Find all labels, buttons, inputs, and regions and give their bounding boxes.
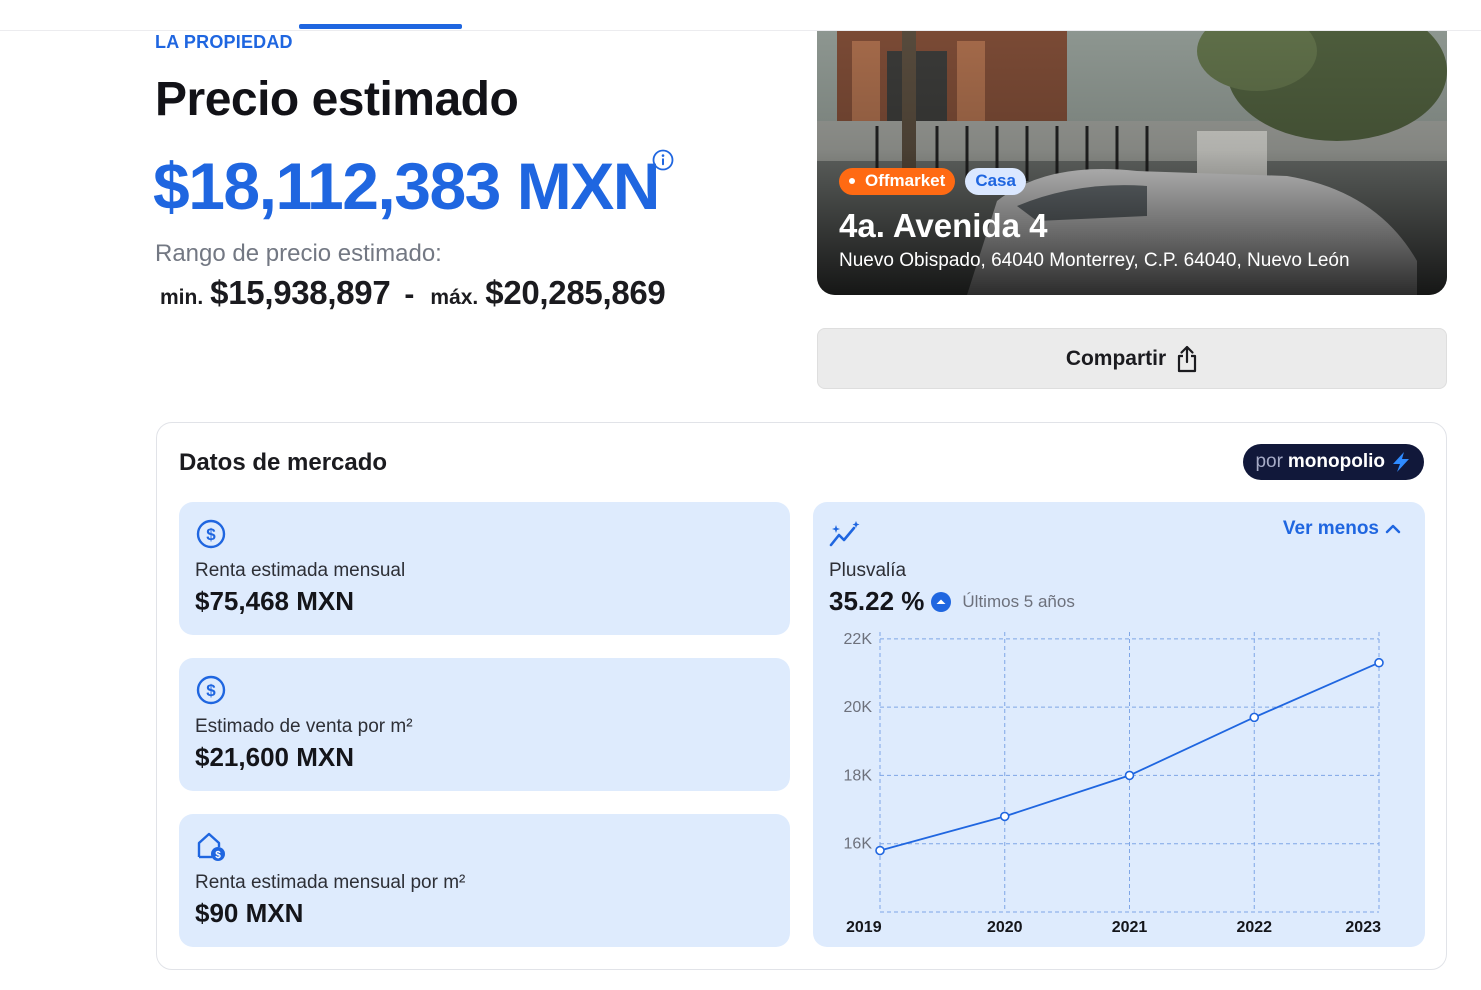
property-type-badge: Casa bbox=[965, 168, 1026, 195]
top-tab-bar bbox=[0, 0, 1481, 31]
x-tick-label: 2019 bbox=[846, 919, 882, 936]
data-point bbox=[875, 845, 885, 856]
plusvalia-card: Ver menos Plusvalía 35.22 % Últimos 5 añ… bbox=[813, 502, 1425, 947]
stat-card-monthly-rent: $ Renta estimada mensual $75,468 MXN bbox=[179, 502, 790, 635]
share-icon bbox=[1178, 345, 1197, 372]
info-icon[interactable] bbox=[652, 149, 674, 171]
street-view-image bbox=[817, 31, 1447, 295]
property-address: Nuevo Obispado, 64040 Monterrey, C.P. 64… bbox=[839, 250, 1350, 271]
offmarket-badge: Offmarket bbox=[839, 168, 956, 195]
svg-text:$: $ bbox=[206, 525, 216, 544]
trend-sparkle-icon bbox=[829, 521, 860, 547]
stat-label: Renta estimada mensual por m² bbox=[195, 872, 466, 893]
price-range-label: Rango de precio estimado: bbox=[155, 240, 442, 267]
stat-card-rent-per-m2: $ Renta estimada mensual por m² $90 MXN bbox=[179, 814, 790, 947]
dollar-circle-icon: $ bbox=[196, 675, 226, 705]
stat-value: $75,468 MXN bbox=[195, 586, 354, 616]
data-point bbox=[999, 811, 1010, 822]
stat-label: Estimado de venta por m² bbox=[195, 716, 413, 737]
plusvalia-label: Plusvalía bbox=[829, 560, 907, 581]
max-value: $20,285,869 bbox=[485, 274, 666, 311]
min-label: min. bbox=[160, 286, 204, 309]
arrow-up-circle-icon bbox=[931, 591, 952, 612]
y-tick-label: 18K bbox=[844, 767, 873, 784]
powered-por: por bbox=[1255, 451, 1283, 472]
powered-by-badge[interactable]: por monopolio bbox=[1243, 444, 1424, 480]
price-range: min. $15,938,897 - máx. $20,285,869 bbox=[160, 274, 666, 312]
plusvalia-period: Últimos 5 años bbox=[962, 591, 1075, 611]
active-tab-indicator bbox=[299, 24, 462, 29]
section-eyebrow: LA PROPIEDAD bbox=[155, 32, 293, 52]
property-photo[interactable]: Offmarket Casa 4a. Avenida 4 Nuevo Obisp… bbox=[817, 31, 1447, 295]
y-tick-label: 20K bbox=[844, 699, 873, 716]
svg-text:$: $ bbox=[215, 850, 221, 861]
y-tick-label: 16K bbox=[844, 836, 873, 853]
svg-text:$: $ bbox=[206, 681, 216, 700]
x-tick-label: 2023 bbox=[1345, 919, 1381, 936]
lightning-icon bbox=[1393, 452, 1409, 472]
share-label: Compartir bbox=[1065, 346, 1167, 370]
dollar-circle-icon: $ bbox=[196, 519, 226, 549]
plusvalia-line-chart: 22K 20K 18K 16K 2019 2020 2021 2022 2023 bbox=[844, 631, 1384, 936]
range-dash: - bbox=[404, 278, 415, 311]
house-dollar-icon: $ bbox=[197, 832, 225, 861]
market-data-card: Datos de mercado por monopolio $ Renta e… bbox=[156, 422, 1447, 970]
ver-menos-label: Ver menos bbox=[1282, 518, 1379, 539]
x-tick-label: 2022 bbox=[1236, 919, 1272, 936]
property-badges: Offmarket Casa bbox=[839, 168, 1026, 195]
ver-menos-toggle[interactable]: Ver menos bbox=[1283, 518, 1401, 540]
page-title: Precio estimado bbox=[155, 73, 519, 126]
y-tick-label: 22K bbox=[844, 631, 873, 648]
property-title: 4a. Avenida 4 bbox=[839, 207, 1048, 244]
stat-value: $21,600 MXN bbox=[195, 742, 354, 772]
stat-value: $90 MXN bbox=[195, 898, 304, 928]
plusvalia-value: 35.22 % bbox=[829, 586, 925, 616]
data-point bbox=[1124, 770, 1135, 781]
plusvalia-row: 35.22 % Últimos 5 años bbox=[829, 586, 1075, 617]
x-tick-label: 2020 bbox=[987, 919, 1023, 936]
offmarket-label: Offmarket bbox=[865, 171, 946, 190]
data-point bbox=[1249, 712, 1260, 723]
market-title: Datos de mercado bbox=[179, 449, 388, 476]
badge-dot-icon bbox=[849, 178, 855, 184]
x-tick-label: 2021 bbox=[1112, 919, 1148, 936]
stat-label: Renta estimada mensual bbox=[195, 560, 406, 581]
min-value: $15,938,897 bbox=[210, 274, 391, 311]
share-button[interactable]: Compartir bbox=[817, 328, 1447, 389]
chevron-up-icon bbox=[1385, 524, 1401, 534]
powered-brand: monopolio bbox=[1287, 451, 1385, 472]
data-point bbox=[1374, 657, 1384, 668]
estimated-price: $18,112,383 MXN bbox=[153, 149, 660, 223]
max-label: máx. bbox=[430, 286, 479, 309]
stat-card-sale-per-m2: $ Estimado de venta por m² $21,600 MXN bbox=[179, 658, 790, 791]
